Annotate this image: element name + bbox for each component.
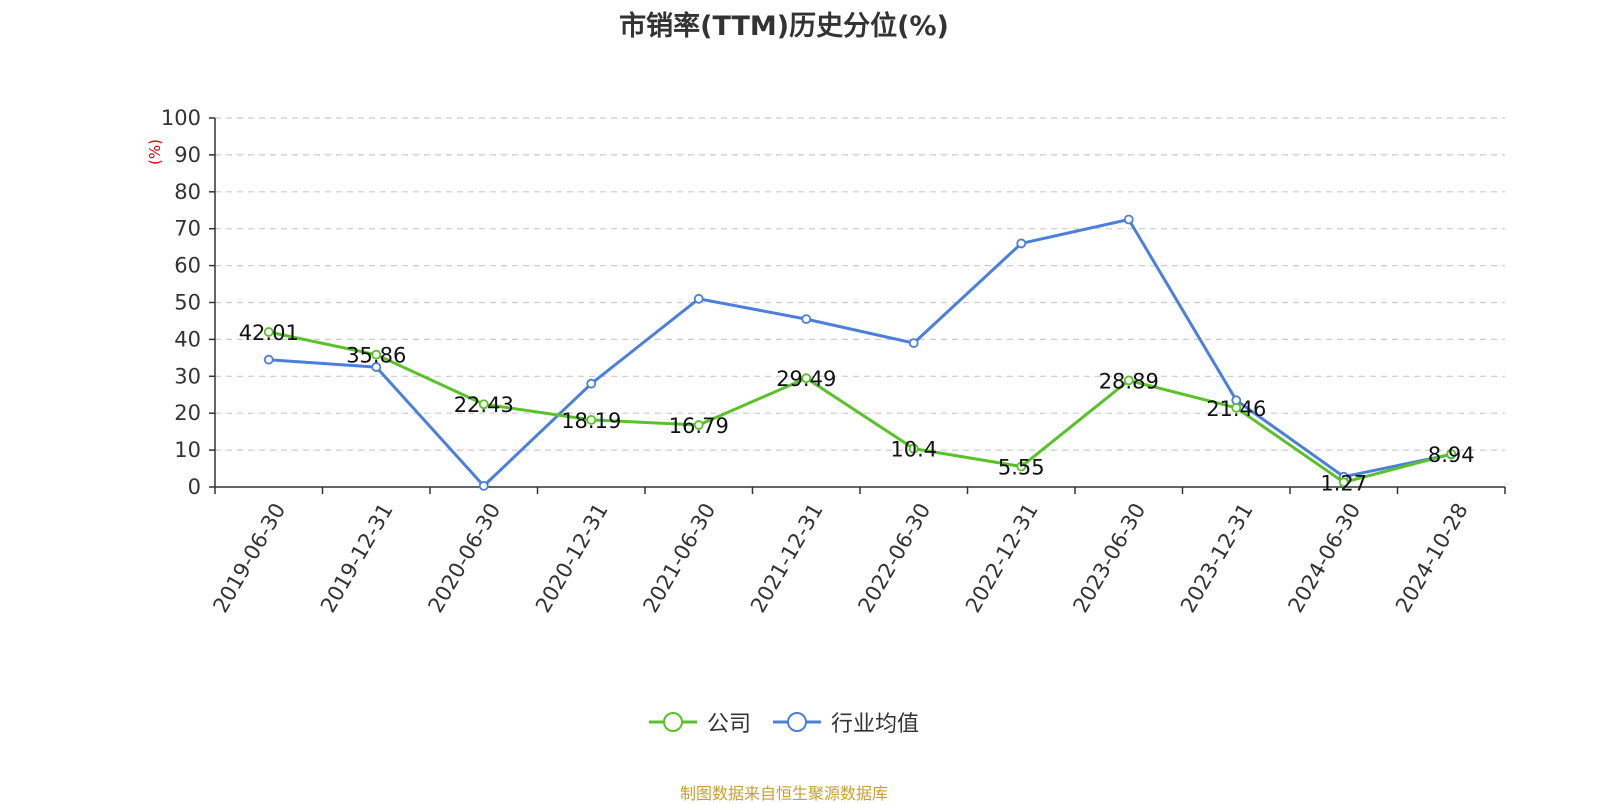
data-label: 29.49 — [776, 367, 836, 391]
data-point[interactable] — [1016, 238, 1027, 249]
data-labels: 42.01 35.86 22.43 18.19 16.79 29.49 10.4 5.55 28… — [239, 321, 1475, 495]
legend-marker-icon — [773, 712, 821, 732]
data-label: 16.79 — [669, 414, 729, 438]
data-point[interactable] — [693, 420, 704, 430]
series-line-1 — [268, 217, 1452, 488]
series-line-0 — [268, 330, 1452, 484]
x-tick-label: 2020-12-31 — [531, 499, 613, 617]
x-tick-label: 2024-10-28 — [1391, 499, 1473, 617]
data-label: 10.4 — [890, 438, 937, 462]
data-point[interactable] — [801, 314, 812, 325]
y-tick-label: 90 — [174, 143, 201, 167]
y-tick-label: 80 — [174, 180, 201, 204]
y-axis-label: (%) — [146, 139, 164, 165]
x-tick-label: 2023-12-31 — [1176, 499, 1258, 617]
data-point[interactable] — [371, 349, 382, 360]
y-tick-label: 10 — [174, 438, 201, 462]
data-label: 42.01 — [239, 321, 299, 345]
data-source-note: 制图数据来自恒生聚源数据库 — [679, 784, 888, 803]
legend-label: 行业均值 — [831, 712, 920, 737]
legend-marker-icon — [648, 712, 697, 732]
data-point[interactable] — [801, 373, 812, 384]
y-tick-label: 20 — [174, 401, 201, 425]
data-point[interactable] — [908, 443, 919, 454]
legend-item[interactable]: 公司 — [648, 706, 751, 738]
y-tick-label: 100 — [161, 106, 201, 130]
data-label: 5.55 — [998, 456, 1045, 480]
data-point[interactable] — [1446, 449, 1457, 459]
data-point[interactable] — [263, 327, 274, 337]
x-tick-label: 2021-12-31 — [746, 499, 828, 617]
data-label: 28.89 — [1099, 369, 1159, 393]
chart-title: 市销率(TTM)历史分位(%) — [619, 11, 949, 42]
data-point[interactable] — [1016, 461, 1027, 472]
x-tick-label: 2021-06-30 — [638, 499, 720, 617]
data-point[interactable] — [478, 480, 489, 491]
data-point[interactable] — [478, 399, 489, 410]
y-tick-label: 0 — [188, 475, 201, 499]
data-label: 18.19 — [561, 409, 621, 433]
x-tick-label: 2019-06-30 — [208, 499, 290, 617]
x-tick-label: 2024-06-30 — [1283, 499, 1365, 617]
data-label: 35.86 — [346, 344, 406, 368]
data-label: 1.27 — [1320, 471, 1367, 495]
y-tick-label: 30 — [174, 364, 201, 388]
data-label: 8.94 — [1428, 443, 1475, 467]
data-point[interactable] — [1123, 375, 1134, 386]
y-tick-label: 40 — [174, 327, 201, 351]
data-point[interactable] — [1123, 214, 1134, 225]
data-point[interactable] — [371, 362, 382, 372]
y-tick-label: 70 — [174, 217, 201, 241]
data-point[interactable] — [1231, 402, 1242, 413]
x-tick-label: 2019-12-31 — [316, 499, 398, 617]
legend: 公司 行业均值 — [0, 706, 1568, 738]
x-tick-label: 2023-06-30 — [1068, 499, 1150, 617]
y-tick-label: 50 — [174, 291, 201, 315]
legend-label: 公司 — [706, 712, 751, 737]
data-label: 21.46 — [1206, 397, 1266, 421]
data-label: 22.43 — [454, 393, 514, 417]
data-point[interactable] — [263, 354, 274, 365]
x-tick-label: 2020-06-30 — [423, 499, 505, 617]
x-tick-label: 2022-12-31 — [961, 499, 1043, 617]
y-tick-label: 60 — [174, 254, 201, 278]
data-point[interactable] — [586, 414, 597, 425]
series-lines — [263, 214, 1457, 491]
legend-item[interactable]: 行业均值 — [773, 706, 919, 738]
grid-lines — [215, 117, 1505, 451]
data-point[interactable] — [1338, 477, 1349, 488]
data-point[interactable] — [908, 338, 919, 348]
x-tick-label: 2022-06-30 — [853, 499, 935, 617]
data-point[interactable] — [586, 378, 597, 389]
data-point[interactable] — [693, 293, 704, 304]
